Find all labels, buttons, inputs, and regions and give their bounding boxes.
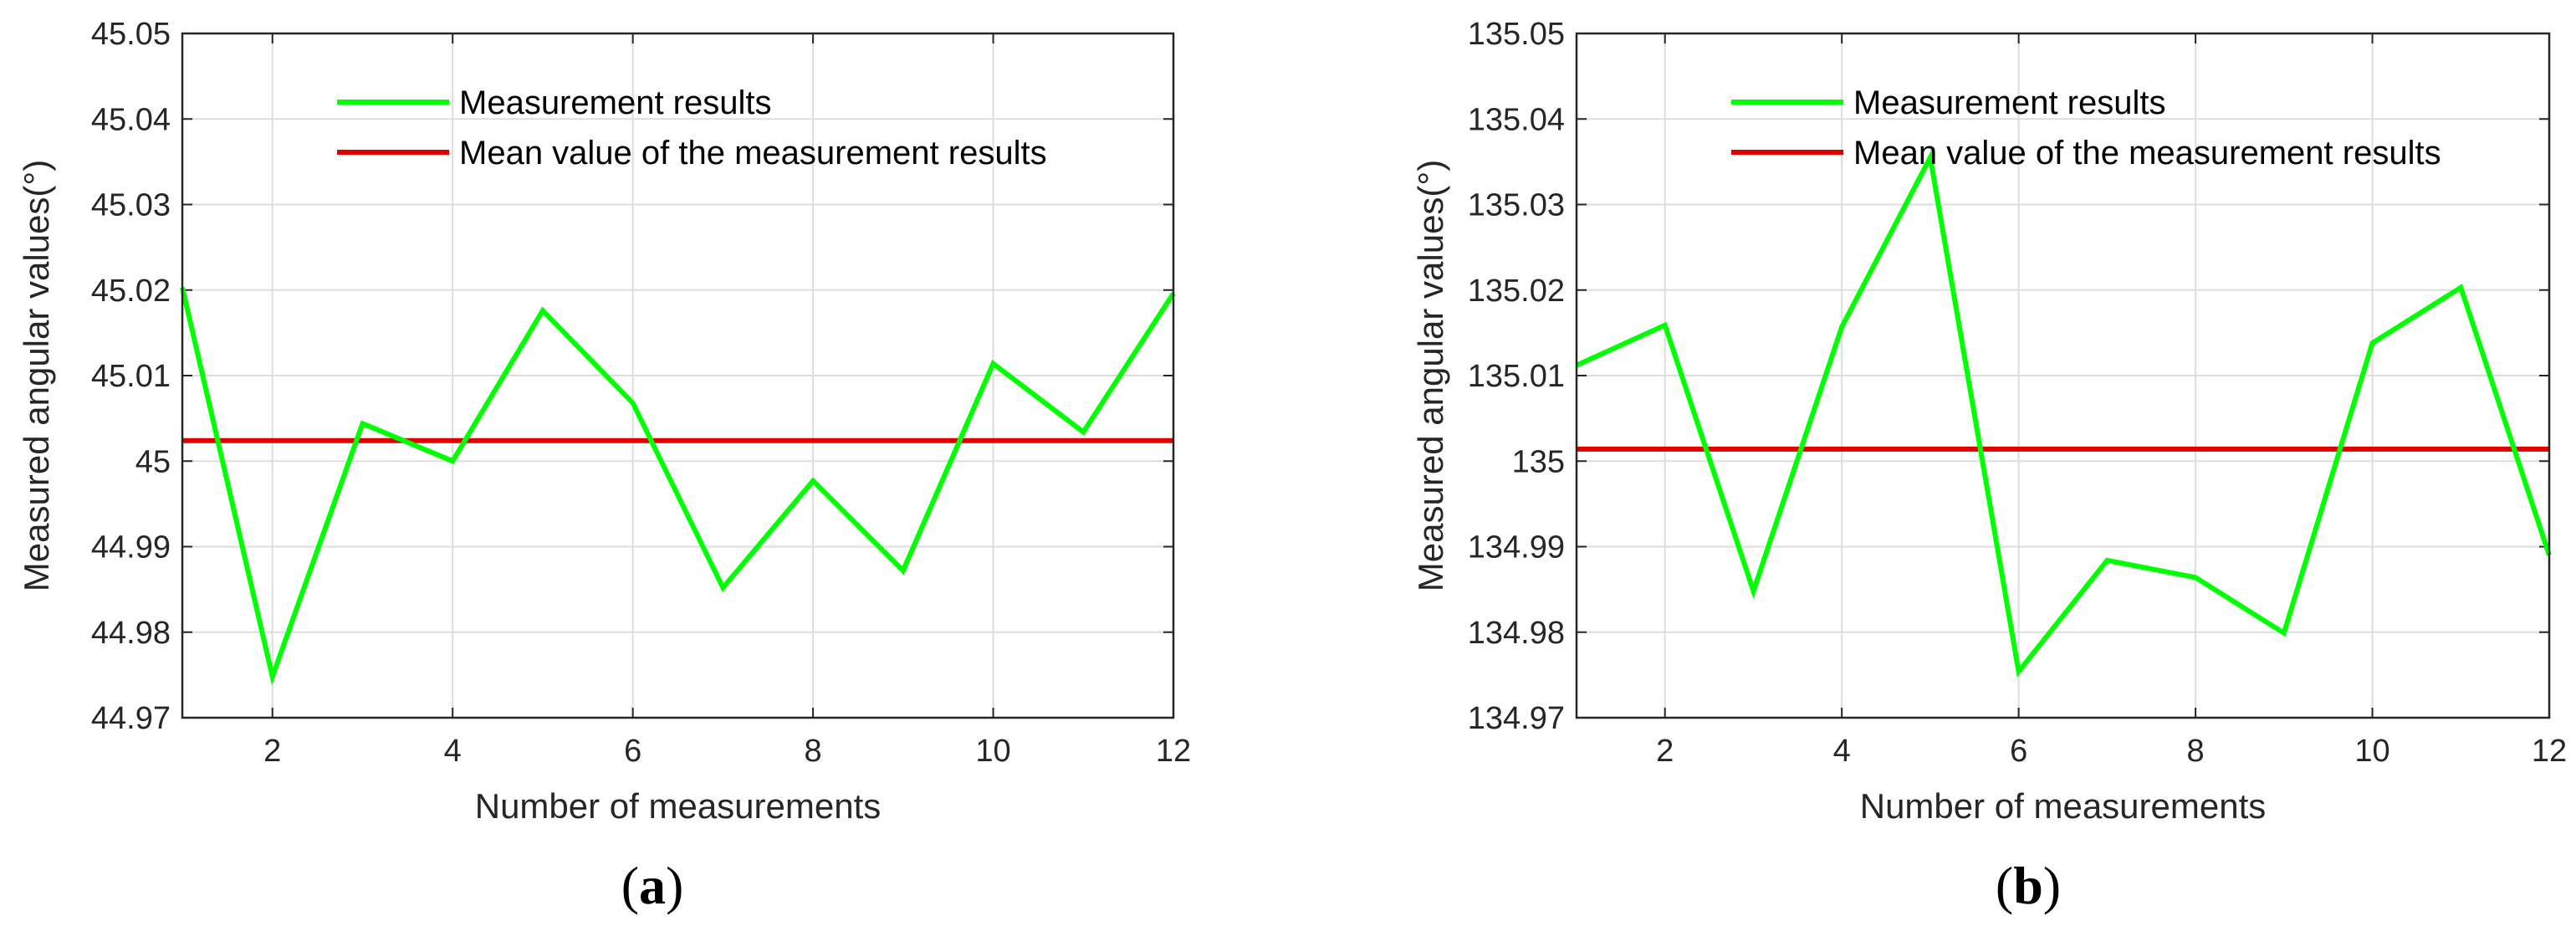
y-tick-label: 134.99 (1468, 530, 1565, 565)
measurement-results-line (180, 287, 1176, 686)
measurement-results-line (1575, 150, 2552, 678)
y-axis-label: Measured angular values(°) (17, 160, 56, 591)
legend-label-mean: Mean value of the measurement results (459, 135, 1047, 171)
x-tick-label: 12 (2532, 734, 2567, 769)
panel-label: (b) (1996, 856, 2061, 915)
y-tick-label: 44.99 (91, 530, 171, 565)
x-tick-label: 10 (2354, 734, 2389, 769)
panel-label-letter: a (639, 856, 666, 915)
y-tick-label: 44.97 (91, 701, 171, 736)
y-tick-label: 135 (1512, 444, 1565, 479)
y-tick-label: 45.01 (91, 359, 171, 394)
y-tick-label: 135.01 (1468, 359, 1565, 394)
y-tick-label: 44.98 (91, 616, 171, 651)
y-tick-label: 45.05 (91, 17, 171, 52)
y-tick-label: 135.02 (1468, 274, 1565, 309)
x-tick-label: 12 (1156, 734, 1191, 769)
y-tick-label: 135.03 (1468, 188, 1565, 223)
x-tick-label: 6 (2010, 734, 2027, 769)
x-tick-label: 10 (975, 734, 1010, 769)
y-tick-label: 45.04 (91, 102, 171, 137)
y-tick-label: 45.03 (91, 188, 171, 223)
chart-panel-a: 44.97 44.98 44.99 45 45.01 45.02 45.03 45.04 45.… (17, 17, 1191, 915)
y-axis-label: Measured angular values(°) (1411, 160, 1450, 591)
y-tick-label: 135.05 (1468, 17, 1565, 52)
x-tick-label: 8 (2187, 734, 2205, 769)
y-tick-label: 134.97 (1468, 701, 1565, 736)
y-tick-label: 135.04 (1468, 102, 1565, 137)
axes-frame (181, 32, 1175, 719)
axes-frame (1575, 32, 2551, 719)
y-tick-label: 134.98 (1468, 616, 1565, 651)
panel-label: (a) (621, 856, 684, 915)
legend-label-measurement: Measurement results (1853, 84, 2165, 121)
panel-label-close: ) (666, 856, 683, 915)
x-tick-label: 2 (1656, 734, 1674, 769)
y-tick-label: 45.02 (91, 274, 171, 309)
x-tick-label: 8 (805, 734, 822, 769)
x-axis-label: Number of measurements (475, 786, 882, 826)
panel-label-close: ) (2043, 856, 2061, 915)
legend-label-mean: Mean value of the measurement results (1853, 135, 2441, 171)
x-tick-label: 2 (263, 734, 281, 769)
legend-label-measurement: Measurement results (459, 84, 771, 121)
panel-label-open: ( (1996, 856, 2013, 915)
chart-panel-b: 134.97 134.98 134.99 135 135.01 135.02 135.03 1… (1411, 17, 2567, 915)
x-tick-label: 4 (1833, 734, 1851, 769)
panel-label-open: ( (621, 856, 639, 915)
x-tick-label: 6 (624, 734, 641, 769)
x-axis-label: Number of measurements (1860, 786, 2267, 826)
x-tick-label: 4 (444, 734, 462, 769)
y-tick-label: 45 (135, 444, 171, 479)
panel-label-letter: b (2013, 856, 2043, 915)
